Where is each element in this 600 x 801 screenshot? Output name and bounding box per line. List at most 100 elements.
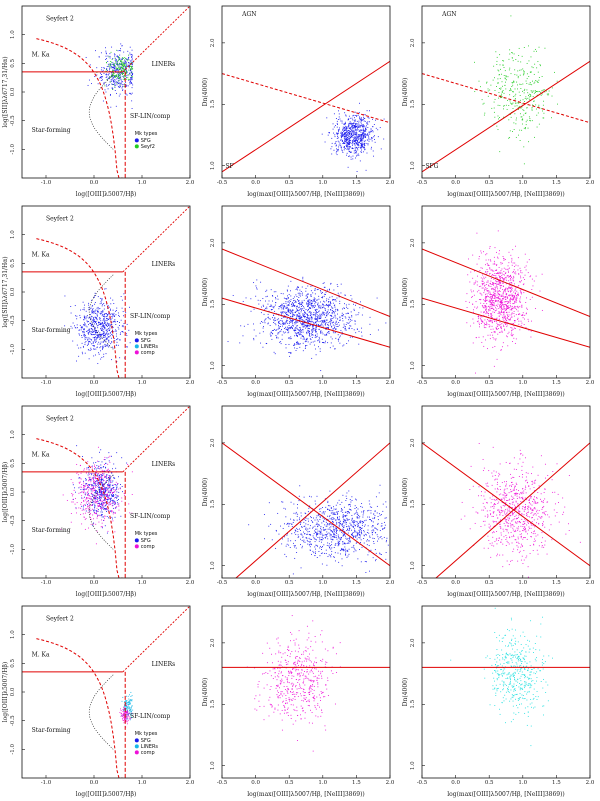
scatter-point — [331, 326, 333, 328]
scatter-point — [314, 337, 316, 339]
scatter-point — [90, 472, 92, 474]
scatter-point — [326, 117, 328, 119]
scatter-point — [368, 117, 370, 119]
scatter-point — [103, 83, 105, 85]
scatter-point — [348, 126, 350, 128]
scatter-point — [265, 318, 267, 320]
scatter-point — [79, 477, 81, 479]
scatter-point — [320, 318, 322, 319]
scatter-point — [517, 294, 519, 296]
scatter-point — [355, 304, 356, 306]
scatter-point — [479, 292, 481, 294]
scatter-point — [109, 501, 111, 503]
scatter-point — [308, 320, 310, 322]
scatter-point — [358, 111, 360, 113]
scatter-point — [91, 465, 93, 467]
scatter-point — [305, 319, 307, 321]
scatter-point — [490, 316, 492, 318]
scatter-point — [352, 148, 354, 150]
scatter-point — [112, 346, 114, 348]
scatter-point — [335, 308, 337, 310]
scatter-point — [366, 125, 367, 127]
scatter-point — [491, 298, 493, 300]
scatter-point — [496, 277, 498, 279]
scatter-point — [90, 315, 92, 317]
scatter-point — [490, 315, 492, 317]
scatter-point — [94, 506, 96, 508]
scatter-point — [503, 313, 505, 315]
scatter-point — [275, 324, 277, 326]
scatter-point — [294, 299, 296, 301]
scatter-point — [130, 93, 132, 95]
scatter-point — [321, 342, 323, 343]
scatter-point — [366, 123, 368, 125]
scatter-point — [536, 80, 538, 82]
scatter-point — [330, 322, 331, 324]
scatter-point — [502, 315, 504, 317]
scatter-point — [101, 475, 103, 477]
scatter-point — [488, 326, 490, 328]
scatter-point — [536, 114, 538, 116]
scatter-point — [98, 341, 100, 343]
scatter-point — [112, 63, 114, 65]
scatter-point — [356, 134, 358, 136]
scatter-point — [123, 63, 125, 65]
scatter-point — [315, 354, 317, 356]
scatter-point — [307, 318, 309, 320]
scatter-point — [335, 328, 337, 330]
scatter-point — [122, 63, 124, 65]
scatter-point — [493, 300, 495, 302]
scatter-point — [288, 329, 290, 331]
scatter-point — [125, 57, 127, 59]
scatter-point — [485, 309, 487, 311]
scatter-point — [286, 304, 288, 306]
scatter-point — [507, 301, 509, 302]
scatter-point — [496, 358, 498, 360]
scatter-point — [346, 136, 348, 138]
scatter-point — [520, 107, 522, 109]
scatter-point — [93, 522, 95, 524]
scatter-point — [506, 108, 508, 110]
scatter-point — [124, 69, 126, 71]
scatter-point — [116, 78, 118, 80]
scatter-point — [345, 327, 346, 329]
scatter-point — [507, 270, 509, 272]
scatter-point — [530, 94, 532, 96]
scatter-point — [117, 77, 119, 79]
scatter-point — [290, 299, 292, 301]
scatter-point — [507, 280, 509, 282]
scatter-point — [288, 308, 290, 310]
scatter-point — [349, 139, 350, 141]
scatter-point — [112, 69, 114, 71]
scatter-point — [105, 316, 107, 318]
scatter-point — [337, 134, 339, 136]
scatter-point — [341, 120, 343, 122]
scatter-point — [495, 277, 497, 279]
scatter-point — [507, 318, 509, 320]
scatter-point — [302, 315, 304, 317]
scatter-point — [525, 121, 527, 123]
y-tick-label: 1.0 — [410, 161, 416, 170]
scatter-point — [322, 311, 324, 313]
scatter-point — [115, 76, 117, 78]
scatter-point — [116, 59, 118, 61]
scatter-point — [358, 343, 360, 345]
scatter-point — [521, 306, 523, 308]
scatter-point — [340, 139, 342, 141]
scatter-point — [282, 311, 284, 313]
scatter-point — [310, 295, 312, 297]
scatter-point — [114, 503, 116, 505]
scatter-point — [122, 491, 123, 493]
scatter-point — [269, 306, 271, 307]
scatter-point — [501, 91, 503, 92]
scatter-point — [110, 61, 112, 63]
scatter-point — [101, 478, 103, 480]
scatter-point — [109, 313, 111, 315]
scatter-point — [112, 89, 113, 90]
scatter-point — [92, 345, 94, 347]
scatter-point — [301, 335, 303, 337]
scatter-point — [118, 83, 120, 85]
scatter-point — [466, 293, 468, 295]
scatter-point — [358, 138, 360, 140]
scatter-point — [99, 502, 101, 504]
